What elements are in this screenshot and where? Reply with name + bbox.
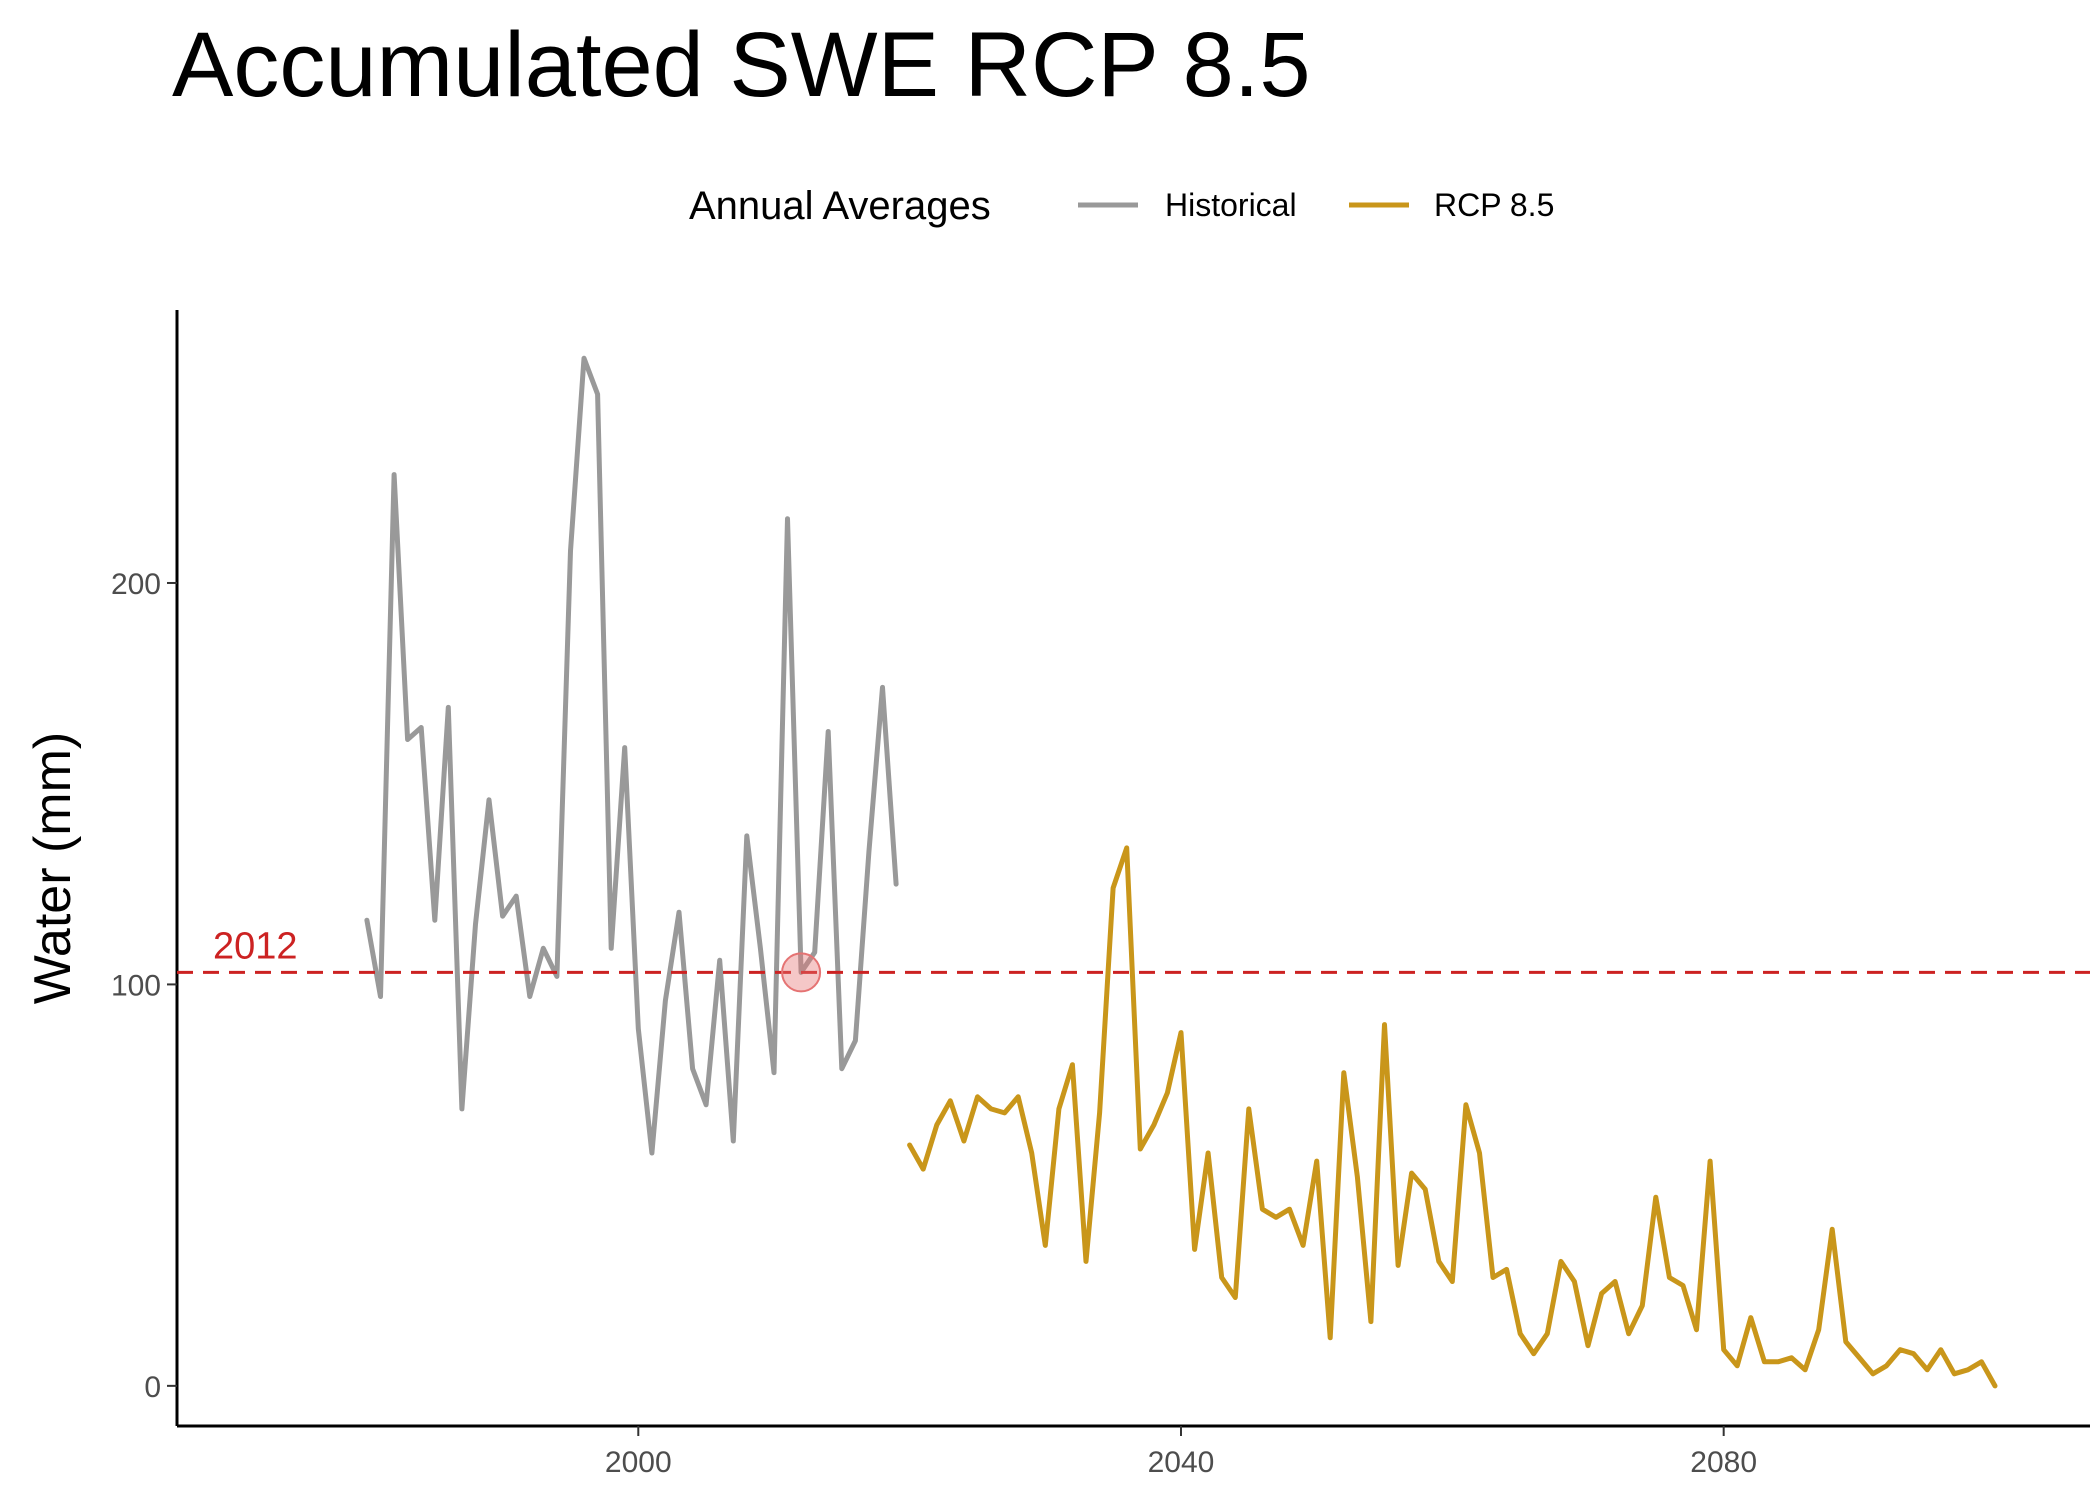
- y-ticks: 0 100 200: [111, 568, 177, 1404]
- legend: Annual Averages Historical RCP 8.5: [689, 184, 1554, 228]
- y-tick-label: 100: [111, 969, 161, 1002]
- plot-area: 2012: [177, 355, 2090, 1389]
- y-axis-title: Water (mm): [24, 732, 82, 1004]
- axes: 0 100 200 2000 2040 2080 Water (mm): [24, 310, 2090, 1479]
- series-line-rcp85: [907, 845, 1998, 1389]
- reference-line-label: 2012: [213, 925, 298, 967]
- legend-label-rcp85: RCP 8.5: [1434, 187, 1554, 223]
- highlight-point: [781, 952, 822, 993]
- x-tick-label: 2000: [605, 1446, 672, 1479]
- x-ticks: 2000 2040 2080: [605, 1426, 1757, 1479]
- series-line-historical: [364, 355, 899, 1156]
- x-tick-label: 2080: [1690, 1446, 1757, 1479]
- legend-label-historical: Historical: [1165, 187, 1297, 223]
- chart-title: Accumulated SWE RCP 8.5: [172, 14, 1311, 116]
- legend-title: Annual Averages: [689, 184, 991, 228]
- x-tick-label: 2040: [1148, 1446, 1215, 1479]
- y-tick-label: 0: [144, 1371, 161, 1404]
- y-tick-label: 200: [111, 568, 161, 601]
